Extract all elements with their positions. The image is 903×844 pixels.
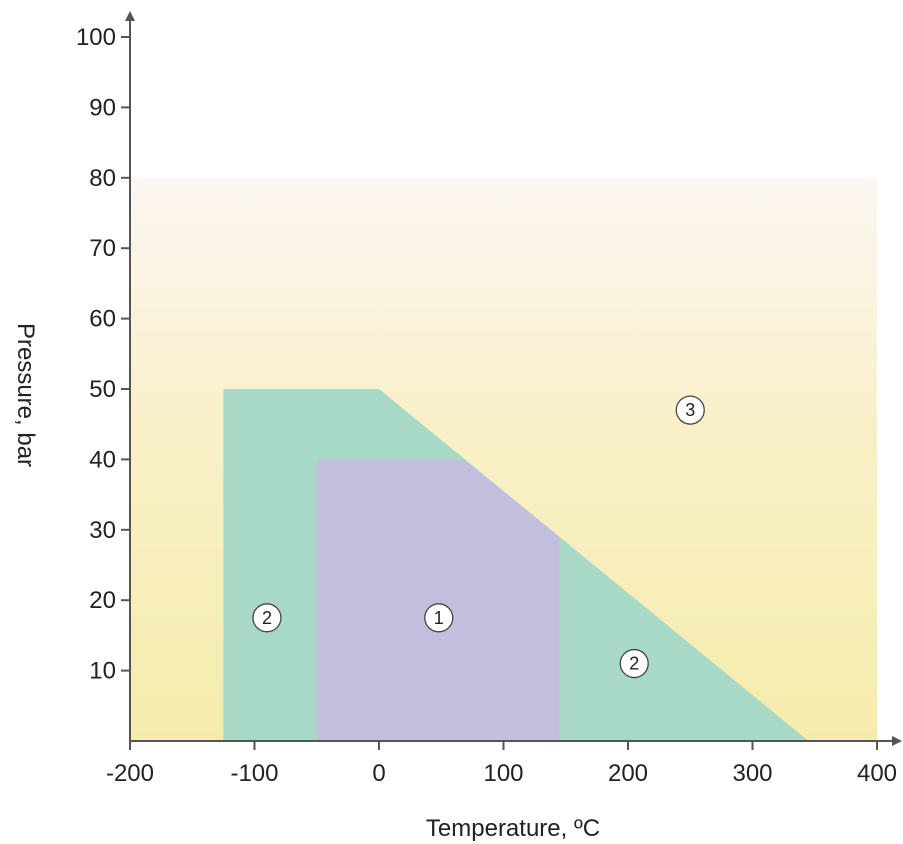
ticks-layer: -200 -100 0 100 200 300 400 10 20 30 40 50 60 70 80 90 1…	[76, 24, 897, 787]
zone-badge-label: 2	[262, 608, 272, 628]
zone-2-badge: 2	[619, 648, 649, 679]
zone-1-badge: 1	[424, 603, 454, 633]
x-tick-label: 300	[732, 760, 772, 787]
y-axis-title: Pressure, bar	[12, 323, 39, 467]
axes-layer	[125, 11, 902, 746]
zone-1-region	[316, 459, 560, 741]
zone-3-badge: 3	[675, 395, 705, 425]
zone-badge-label: 2	[629, 654, 639, 674]
y-tick-label: 90	[89, 94, 116, 121]
zone-badge-label: 3	[685, 400, 695, 420]
x-axis-arrow	[892, 736, 902, 746]
y-tick-label: 50	[89, 376, 116, 403]
y-tick-label: 70	[89, 235, 116, 262]
y-tick-label: 100	[76, 24, 116, 51]
zone-badge-label: 1	[434, 608, 444, 628]
y-tick-label: 60	[89, 306, 116, 333]
x-tick-label: 400	[857, 760, 897, 787]
x-tick-label: -100	[230, 760, 278, 787]
regions-layer	[130, 177, 877, 742]
x-tick-label: 0	[372, 760, 385, 787]
x-tick-label: 200	[608, 760, 648, 787]
zone-badge-circle	[424, 603, 454, 633]
x-axis-title: Temperature, ºC	[426, 815, 600, 842]
x-tick-label: -200	[106, 760, 154, 787]
zone-badge-circle	[675, 395, 705, 425]
y-tick-label: 30	[89, 517, 116, 544]
y-tick-label: 40	[89, 446, 116, 473]
y-tick-label: 80	[89, 165, 116, 192]
zone-2-badge: 2	[252, 603, 282, 633]
zone-badge-circle	[252, 603, 282, 633]
y-tick-label: 20	[89, 587, 116, 614]
y-axis-arrow	[125, 11, 135, 21]
y-tick-label: 10	[89, 658, 116, 685]
x-tick-label: 100	[483, 760, 523, 787]
zone-badge-circle	[619, 648, 649, 679]
zone-labels-layer: 3 2 1 2	[252, 395, 705, 679]
